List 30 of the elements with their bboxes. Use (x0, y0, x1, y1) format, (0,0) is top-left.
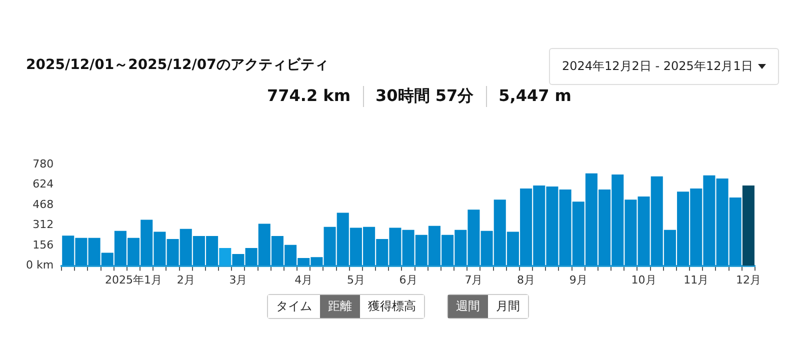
x-tick-label: 6月 (399, 273, 418, 286)
x-tick-label: 8月 (517, 273, 536, 286)
x-tick-label: 12月 (736, 273, 761, 286)
chart-title: 2025/12/01～2025/12/07のアクティビティ (26, 56, 328, 74)
y-tick-label: 0 km (26, 258, 54, 272)
text: 月間 (488, 295, 528, 318)
x-tick-label: 7月 (464, 273, 483, 286)
x-tick-label: 2025年1月 (105, 273, 162, 286)
x-tick-label: 11月 (684, 273, 709, 286)
x-tick-label: 2月 (176, 273, 195, 286)
y-tick-label: 468 (32, 198, 54, 211)
bar (219, 248, 232, 266)
text: タイム (268, 295, 320, 318)
x-tick-label: 4月 (294, 273, 313, 286)
text: 2024年12月2日 - 2025年12月1日 (562, 58, 753, 75)
x-tick-label: 3月 (229, 273, 248, 286)
x-tick-label: 9月 (569, 273, 588, 286)
x-tick-label: 5月 (346, 273, 365, 286)
text: 距離 (320, 295, 360, 318)
text: 獲得標高 (360, 295, 424, 318)
x-tick-label: 10月 (631, 273, 656, 286)
bar (742, 185, 754, 266)
text: 774.2 km (266, 86, 352, 107)
y-tick-label: 624 (32, 178, 54, 191)
text: 30時間 57分 (362, 86, 486, 107)
y-tick-label: 312 (32, 218, 54, 232)
y-tick-label: 156 (32, 238, 54, 252)
text: 週間 (448, 295, 488, 318)
y-tick-label: 780 (32, 157, 54, 170)
text: 5,447 m (486, 86, 584, 107)
